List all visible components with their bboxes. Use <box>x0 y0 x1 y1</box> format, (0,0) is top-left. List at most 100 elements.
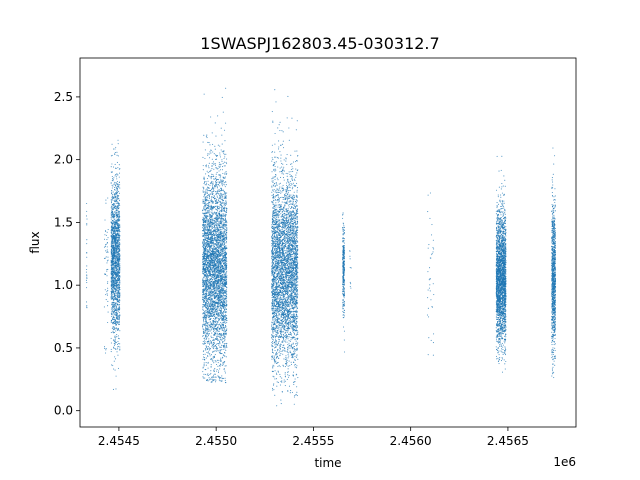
data-point <box>203 337 205 340</box>
data-point <box>112 259 114 261</box>
data-point <box>222 321 224 324</box>
data-point <box>212 295 214 297</box>
data-point <box>205 173 207 175</box>
data-point <box>115 182 117 184</box>
data-point <box>209 325 211 327</box>
data-point <box>214 145 216 147</box>
data-point <box>117 269 119 272</box>
data-point <box>116 297 119 299</box>
data-point <box>112 239 114 241</box>
data-point <box>115 336 117 338</box>
data-point <box>220 194 222 196</box>
data-point <box>115 313 117 315</box>
data-point <box>114 194 116 196</box>
data-point <box>218 231 220 233</box>
data-point <box>116 264 118 266</box>
data-point <box>112 236 114 238</box>
data-point <box>116 154 118 156</box>
data-point <box>205 184 207 186</box>
data-point <box>219 166 221 168</box>
data-point <box>111 320 113 322</box>
data-point <box>203 240 205 242</box>
data-point <box>86 218 88 220</box>
data-point <box>117 196 119 198</box>
data-point <box>117 230 119 232</box>
data-point <box>214 322 216 324</box>
data-point <box>207 351 209 353</box>
data-point <box>222 377 225 379</box>
data-point <box>225 238 227 240</box>
data-point <box>114 240 116 242</box>
data-point <box>215 247 217 249</box>
data-point <box>111 288 113 290</box>
data-point <box>113 310 115 312</box>
data-point <box>217 332 219 334</box>
data-point <box>219 235 221 237</box>
data-point <box>111 190 113 192</box>
data-point <box>224 208 226 210</box>
data-point <box>104 234 106 236</box>
data-point <box>115 238 117 240</box>
data-point <box>112 282 114 284</box>
data-point <box>117 263 119 265</box>
data-point <box>117 335 120 337</box>
data-point <box>225 225 227 227</box>
data-point <box>117 241 119 243</box>
data-point <box>223 215 225 217</box>
data-point <box>223 355 225 357</box>
data-point <box>225 203 227 205</box>
data-point <box>226 224 228 226</box>
data-point <box>205 248 207 250</box>
data-point <box>218 174 220 176</box>
data-point <box>221 295 223 297</box>
data-point <box>110 348 112 350</box>
data-point <box>113 260 115 262</box>
data-point <box>214 177 217 179</box>
data-point <box>113 290 115 292</box>
data-point <box>224 346 226 348</box>
data-point <box>116 188 119 190</box>
data-point <box>220 253 222 255</box>
data-point <box>115 324 117 326</box>
data-point <box>113 287 115 289</box>
data-point <box>223 329 225 332</box>
data-point <box>219 230 221 232</box>
data-point <box>220 187 223 189</box>
data-point <box>86 276 88 278</box>
data-point <box>221 193 223 195</box>
data-point <box>116 351 118 353</box>
data-point <box>113 273 115 275</box>
data-point <box>218 272 220 274</box>
data-point <box>115 223 117 225</box>
data-point <box>206 347 208 349</box>
data-points <box>85 87 557 407</box>
data-point <box>208 273 210 275</box>
data-point <box>224 172 226 174</box>
data-point <box>115 176 117 178</box>
data-point <box>220 258 222 260</box>
data-point <box>215 179 217 181</box>
data-point <box>216 316 218 318</box>
data-point <box>116 198 118 200</box>
data-point <box>119 281 121 283</box>
data-point <box>113 345 116 347</box>
data-point <box>210 309 212 311</box>
data-point <box>117 274 119 276</box>
data-point <box>113 243 115 245</box>
data-point <box>112 216 114 218</box>
data-point <box>119 277 121 280</box>
data-point <box>220 314 222 316</box>
data-point <box>208 305 210 307</box>
data-point <box>111 275 113 277</box>
data-point <box>214 187 216 189</box>
data-point <box>212 374 215 376</box>
data-point <box>220 264 222 266</box>
data-point <box>211 218 213 220</box>
data-point <box>217 245 219 247</box>
data-point <box>118 317 120 320</box>
data-point <box>223 239 225 241</box>
data-point <box>116 237 118 239</box>
data-point <box>211 275 213 277</box>
data-point <box>204 184 206 186</box>
data-point <box>119 241 121 243</box>
